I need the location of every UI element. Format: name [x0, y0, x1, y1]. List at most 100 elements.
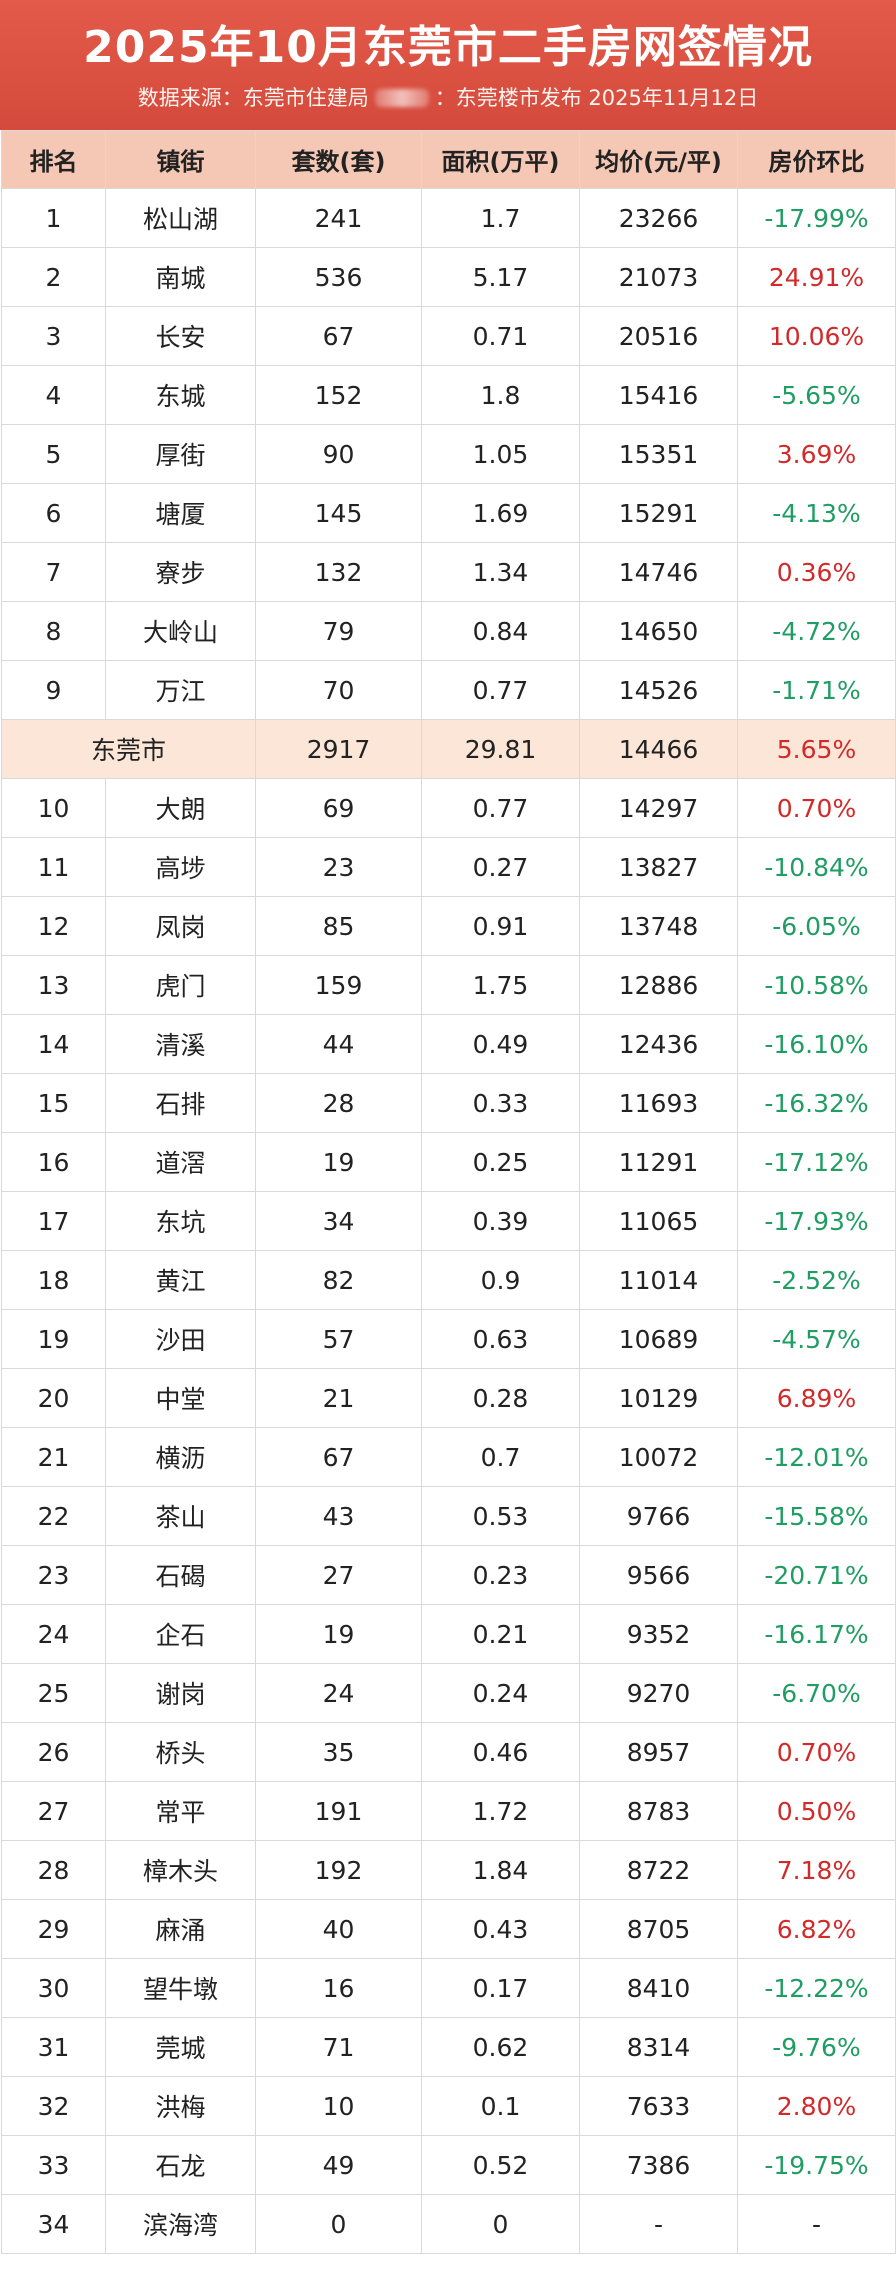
change-cell: -4.57%	[737, 1309, 896, 1369]
units-cell: 19	[255, 1604, 422, 1664]
units-cell: 69	[255, 778, 422, 838]
price-cell: 23266	[579, 188, 738, 248]
change-cell: -12.01%	[737, 1427, 896, 1487]
area-cell: 0.9	[421, 1250, 580, 1310]
table-row: 28 樟木头 192 1.84 8722 7.18%	[1, 1840, 896, 1900]
column-header: 房价环比	[737, 130, 896, 189]
change-cell: -10.84%	[737, 837, 896, 897]
rank-cell: 13	[1, 955, 106, 1015]
change-cell: -17.93%	[737, 1191, 896, 1251]
town-cell: 横沥	[105, 1427, 256, 1487]
price-cell: 14650	[579, 601, 738, 661]
area-cell: 1.34	[421, 542, 580, 602]
rank-cell: 32	[1, 2076, 106, 2136]
change-cell: -6.05%	[737, 896, 896, 956]
table-row: 33 石龙 49 0.52 7386 -19.75%	[1, 2135, 896, 2195]
table-row: 21 横沥 67 0.7 10072 -12.01%	[1, 1427, 896, 1487]
table-row: 18 黄江 82 0.9 11014 -2.52%	[1, 1250, 896, 1310]
change-cell: -9.76%	[737, 2017, 896, 2077]
area-cell: 0.25	[421, 1132, 580, 1192]
table-row: 3 长安 67 0.71 20516 10.06%	[1, 306, 896, 366]
rank-cell: 10	[1, 778, 106, 838]
rank-cell: 7	[1, 542, 106, 602]
area-cell: 1.69	[421, 483, 580, 543]
units-cell: 90	[255, 424, 422, 484]
price-cell: 7386	[579, 2135, 738, 2195]
units-cell: 132	[255, 542, 422, 602]
units-cell: 34	[255, 1191, 422, 1251]
area-cell: 0.63	[421, 1309, 580, 1369]
units-cell: 24	[255, 1663, 422, 1723]
change-cell: -6.70%	[737, 1663, 896, 1723]
price-cell: 11693	[579, 1073, 738, 1133]
price-cell: 14466	[579, 719, 738, 779]
price-cell: 20516	[579, 306, 738, 366]
report-header: 2025年10月东莞市二手房网签情况 数据来源：东莞市住建局 ：东莞楼市发布 20…	[0, 0, 896, 130]
area-cell: 0.24	[421, 1663, 580, 1723]
table-row: 27 常平 191 1.72 8783 0.50%	[1, 1781, 896, 1841]
area-cell: 0.52	[421, 2135, 580, 2195]
units-cell: 241	[255, 188, 422, 248]
table-row: 22 茶山 43 0.53 9766 -15.58%	[1, 1486, 896, 1546]
town-cell: 长安	[105, 306, 256, 366]
town-cell: 凤岗	[105, 896, 256, 956]
column-header: 套数(套)	[255, 130, 422, 189]
area-cell: 0.1	[421, 2076, 580, 2136]
change-cell: 3.69%	[737, 424, 896, 484]
change-cell: -20.71%	[737, 1545, 896, 1605]
change-cell: -16.17%	[737, 1604, 896, 1664]
area-cell: 1.72	[421, 1781, 580, 1841]
total-row: 东莞市 2917 29.81 14466 5.65%	[1, 719, 896, 779]
change-cell: -16.10%	[737, 1014, 896, 1074]
units-cell: 57	[255, 1309, 422, 1369]
units-cell: 27	[255, 1545, 422, 1605]
price-cell: 15416	[579, 365, 738, 425]
rank-cell: 1	[1, 188, 106, 248]
rank-cell: 5	[1, 424, 106, 484]
rank-cell: 9	[1, 660, 106, 720]
change-cell: 10.06%	[737, 306, 896, 366]
price-cell: 11065	[579, 1191, 738, 1251]
units-cell: 67	[255, 306, 422, 366]
town-cell: 樟木头	[105, 1840, 256, 1900]
area-cell: 0.39	[421, 1191, 580, 1251]
units-cell: 35	[255, 1722, 422, 1782]
units-cell: 44	[255, 1014, 422, 1074]
rank-cell: 33	[1, 2135, 106, 2195]
change-cell: 2.80%	[737, 2076, 896, 2136]
rank-cell: 11	[1, 837, 106, 897]
column-header: 面积(万平)	[421, 130, 580, 189]
area-cell: 0.62	[421, 2017, 580, 2077]
change-cell: 6.89%	[737, 1368, 896, 1428]
change-cell: -12.22%	[737, 1958, 896, 2018]
price-cell: 9566	[579, 1545, 738, 1605]
price-cell: -	[579, 2194, 738, 2254]
table-row: 6 塘厦 145 1.69 15291 -4.13%	[1, 483, 896, 543]
town-cell: 清溪	[105, 1014, 256, 1074]
source-label: 数据来源：东莞市住建局	[137, 86, 369, 110]
units-cell: 536	[255, 247, 422, 307]
town-cell: 高埗	[105, 837, 256, 897]
town-cell: 南城	[105, 247, 256, 307]
town-cell: 麻涌	[105, 1899, 256, 1959]
units-cell: 191	[255, 1781, 422, 1841]
area-cell: 0.77	[421, 778, 580, 838]
change-cell: -15.58%	[737, 1486, 896, 1546]
area-cell: 1.7	[421, 188, 580, 248]
town-cell: 寮步	[105, 542, 256, 602]
table-row: 19 沙田 57 0.63 10689 -4.57%	[1, 1309, 896, 1369]
change-cell: -17.12%	[737, 1132, 896, 1192]
rank-cell: 30	[1, 1958, 106, 2018]
area-cell: 0.17	[421, 1958, 580, 2018]
area-cell: 0.46	[421, 1722, 580, 1782]
change-cell: 5.65%	[737, 719, 896, 779]
area-cell: 0.53	[421, 1486, 580, 1546]
table-row: 26 桥头 35 0.46 8957 0.70%	[1, 1722, 896, 1782]
table-row: 1 松山湖 241 1.7 23266 -17.99%	[1, 188, 896, 248]
area-cell: 5.17	[421, 247, 580, 307]
units-cell: 71	[255, 2017, 422, 2077]
rank-cell: 29	[1, 1899, 106, 1959]
price-cell: 15351	[579, 424, 738, 484]
price-cell: 10129	[579, 1368, 738, 1428]
area-cell: 0.7	[421, 1427, 580, 1487]
